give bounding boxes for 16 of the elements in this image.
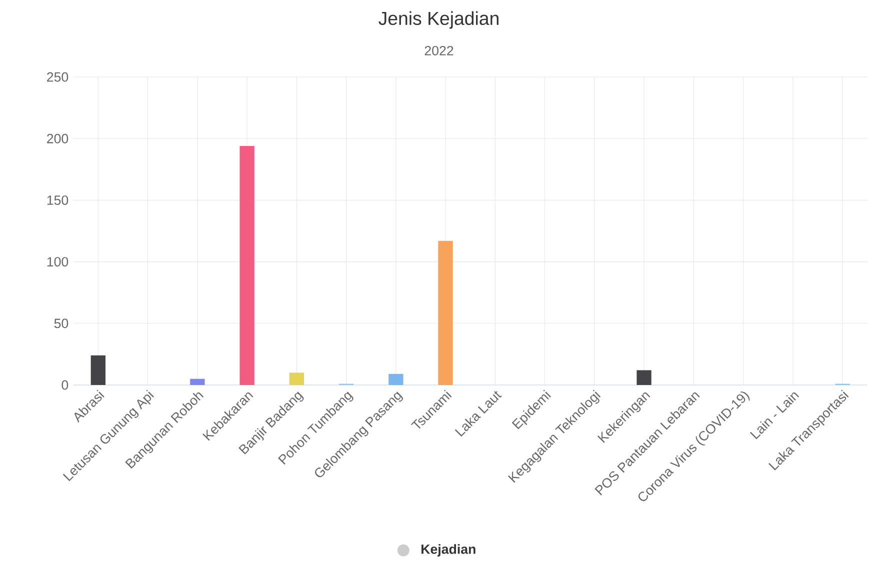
bar bbox=[438, 240, 453, 385]
bar bbox=[90, 355, 106, 385]
bar bbox=[190, 378, 205, 385]
y-tick-label: 50 bbox=[54, 318, 68, 328]
chart-subtitle: 2022 bbox=[424, 46, 454, 56]
bar bbox=[240, 146, 254, 385]
bar bbox=[388, 374, 404, 385]
bar bbox=[636, 370, 652, 385]
text: Kejadian bbox=[422, 544, 476, 557]
y-tick-label: 150 bbox=[47, 195, 68, 205]
y-tick-label: 0 bbox=[62, 380, 68, 390]
bar bbox=[289, 372, 304, 385]
y-tick-label: 200 bbox=[47, 134, 68, 144]
chart-title: Jenis Kejadian bbox=[378, 11, 498, 29]
y-tick-label: 250 bbox=[47, 72, 68, 82]
y-tick-label: 100 bbox=[47, 257, 68, 267]
